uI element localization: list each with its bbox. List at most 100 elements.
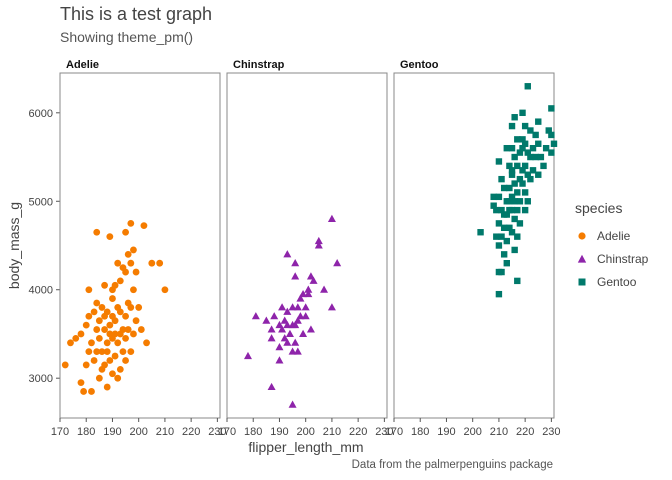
data-point xyxy=(82,361,90,369)
x-tick-label: 190 xyxy=(437,426,455,438)
data-point xyxy=(130,330,137,338)
data-point xyxy=(122,334,129,342)
x-tick-label: 210 xyxy=(490,426,508,438)
data-point xyxy=(524,83,531,90)
x-tick-label: 230 xyxy=(542,426,560,438)
data-point xyxy=(116,277,124,285)
data-point xyxy=(137,326,145,333)
data-point xyxy=(524,171,531,178)
x-tick-label: 200 xyxy=(464,426,482,438)
data-point xyxy=(106,321,114,329)
data-point xyxy=(306,272,315,280)
data-point xyxy=(519,109,526,117)
data-point xyxy=(288,303,297,311)
data-point xyxy=(535,118,542,125)
data-point xyxy=(514,189,521,196)
data-point xyxy=(122,268,129,276)
data-point xyxy=(306,325,315,333)
data-point xyxy=(283,307,292,315)
data-point xyxy=(116,365,124,373)
x-tick-label: 170 xyxy=(385,426,403,438)
data-point xyxy=(132,268,140,276)
data-point xyxy=(524,149,531,156)
data-point xyxy=(293,347,302,355)
chart-title: This is a test graph xyxy=(60,4,213,24)
data-point xyxy=(109,370,116,378)
x-tick-label: 230 xyxy=(375,426,393,438)
data-point xyxy=(527,127,534,134)
data-point xyxy=(296,294,305,302)
data-point xyxy=(270,312,279,320)
data-point xyxy=(529,167,537,174)
x-tick-label: 190 xyxy=(270,426,288,438)
data-point xyxy=(521,206,529,214)
data-point xyxy=(111,281,119,289)
x-tick-label: 180 xyxy=(244,426,262,438)
data-point xyxy=(98,348,106,356)
data-point xyxy=(114,374,122,382)
x-tick-label: 190 xyxy=(103,426,121,438)
data-point xyxy=(548,149,555,156)
data-point xyxy=(72,334,80,342)
data-point xyxy=(275,356,284,364)
data-point xyxy=(545,127,552,134)
data-point xyxy=(500,184,508,192)
data-point xyxy=(124,326,132,333)
facet-label-chinstrap: Chinstrap xyxy=(233,59,285,71)
facet-label-gentoo: Gentoo xyxy=(400,59,439,71)
data-point xyxy=(101,281,108,289)
data-point xyxy=(67,339,74,347)
data-point xyxy=(267,382,276,391)
data-point xyxy=(495,242,503,249)
data-point xyxy=(280,334,289,342)
data-point xyxy=(127,348,135,356)
data-point xyxy=(304,289,313,298)
data-point xyxy=(288,400,297,408)
data-point xyxy=(511,180,518,187)
data-point xyxy=(103,383,111,391)
data-point xyxy=(130,246,137,254)
data-point xyxy=(333,258,342,267)
data-point xyxy=(85,312,93,320)
chart-subtitle: Showing theme_pm() xyxy=(60,29,194,45)
data-point xyxy=(508,206,516,214)
x-tick-label: 220 xyxy=(349,426,367,438)
data-point xyxy=(293,303,302,311)
data-point xyxy=(503,237,510,245)
data-point xyxy=(122,357,129,364)
data-point xyxy=(90,308,98,316)
data-point xyxy=(519,136,526,143)
data-point xyxy=(93,299,101,307)
data-point xyxy=(477,229,484,236)
legend-key-gentoo xyxy=(575,275,589,289)
data-point xyxy=(278,325,287,333)
data-point xyxy=(550,140,558,147)
data-point xyxy=(283,250,292,258)
data-point xyxy=(124,250,132,258)
data-point xyxy=(283,320,292,329)
data-point xyxy=(521,122,529,130)
data-point xyxy=(122,228,129,236)
data-point xyxy=(508,193,516,201)
data-point xyxy=(506,224,513,232)
data-point xyxy=(106,357,114,364)
data-point xyxy=(548,131,555,139)
data-point xyxy=(490,193,497,201)
data-point xyxy=(98,304,106,311)
data-point xyxy=(90,357,98,364)
data-point xyxy=(106,233,114,241)
data-point xyxy=(82,321,90,329)
legend-label-adelie: Adelie xyxy=(597,228,631,243)
chart-caption: Data from the palmerpenguins package xyxy=(351,459,553,471)
data-point xyxy=(495,193,503,201)
data-point xyxy=(529,144,537,152)
data-point xyxy=(521,189,529,196)
legend-title: species xyxy=(575,200,623,216)
data-point xyxy=(519,144,526,152)
data-point xyxy=(299,329,308,337)
data-point xyxy=(542,144,550,152)
data-point xyxy=(109,295,116,302)
data-point xyxy=(275,320,284,329)
data-point xyxy=(116,308,124,316)
